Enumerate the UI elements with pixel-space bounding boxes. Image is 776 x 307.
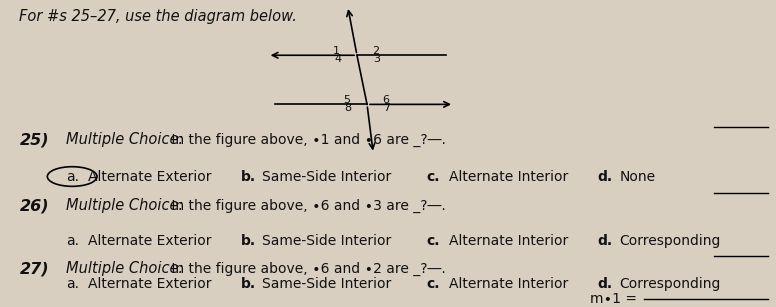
Text: Multiple Choice:: Multiple Choice: bbox=[66, 261, 183, 276]
Text: Corresponding: Corresponding bbox=[619, 277, 721, 291]
Text: b.: b. bbox=[241, 234, 255, 248]
Text: Alternate Exterior: Alternate Exterior bbox=[88, 234, 211, 248]
Text: d.: d. bbox=[598, 169, 612, 184]
Text: 4: 4 bbox=[334, 54, 341, 64]
Text: c.: c. bbox=[427, 277, 440, 291]
Text: c.: c. bbox=[427, 234, 440, 248]
Text: d.: d. bbox=[598, 234, 612, 248]
Text: 5: 5 bbox=[343, 95, 351, 105]
Text: c.: c. bbox=[427, 169, 440, 184]
Text: a.: a. bbox=[66, 234, 79, 248]
Text: For #s 25–27, use the diagram below.: For #s 25–27, use the diagram below. bbox=[19, 9, 297, 24]
Text: Alternate Exterior: Alternate Exterior bbox=[88, 277, 211, 291]
Text: 25): 25) bbox=[19, 132, 49, 147]
Text: d.: d. bbox=[598, 277, 612, 291]
Text: Multiple Choice:: Multiple Choice: bbox=[66, 132, 183, 147]
Text: b.: b. bbox=[241, 169, 255, 184]
Text: 1: 1 bbox=[332, 46, 340, 56]
Text: m∙1 =: m∙1 = bbox=[590, 292, 641, 306]
Text: 3: 3 bbox=[372, 54, 380, 64]
Text: a.: a. bbox=[66, 277, 79, 291]
Text: Multiple Choice:: Multiple Choice: bbox=[66, 198, 183, 213]
Text: In the figure above, ∙6 and ∙3 are _?―.: In the figure above, ∙6 and ∙3 are _?―. bbox=[167, 199, 445, 213]
Text: None: None bbox=[619, 169, 656, 184]
Text: Same-Side Interior: Same-Side Interior bbox=[262, 277, 392, 291]
Text: Corresponding: Corresponding bbox=[619, 234, 721, 248]
Text: 27): 27) bbox=[19, 261, 49, 276]
Text: 6: 6 bbox=[382, 95, 390, 105]
Text: Same-Side Interior: Same-Side Interior bbox=[262, 169, 392, 184]
Text: 26): 26) bbox=[19, 198, 49, 213]
Text: b.: b. bbox=[241, 277, 255, 291]
Text: 8: 8 bbox=[344, 103, 352, 113]
Text: 7: 7 bbox=[383, 103, 390, 113]
Text: In the figure above, ∙1 and ∙6 are _?―.: In the figure above, ∙1 and ∙6 are _?―. bbox=[167, 133, 445, 147]
Text: 2: 2 bbox=[372, 46, 379, 56]
Text: Alternate Interior: Alternate Interior bbox=[449, 277, 568, 291]
Text: Alternate Interior: Alternate Interior bbox=[449, 169, 568, 184]
Text: a.: a. bbox=[66, 169, 79, 184]
Text: Same-Side Interior: Same-Side Interior bbox=[262, 234, 392, 248]
Text: In the figure above, ∙6 and ∙2 are _?―.: In the figure above, ∙6 and ∙2 are _?―. bbox=[167, 262, 445, 276]
Text: Alternate Exterior: Alternate Exterior bbox=[88, 169, 211, 184]
Text: Alternate Interior: Alternate Interior bbox=[449, 234, 568, 248]
